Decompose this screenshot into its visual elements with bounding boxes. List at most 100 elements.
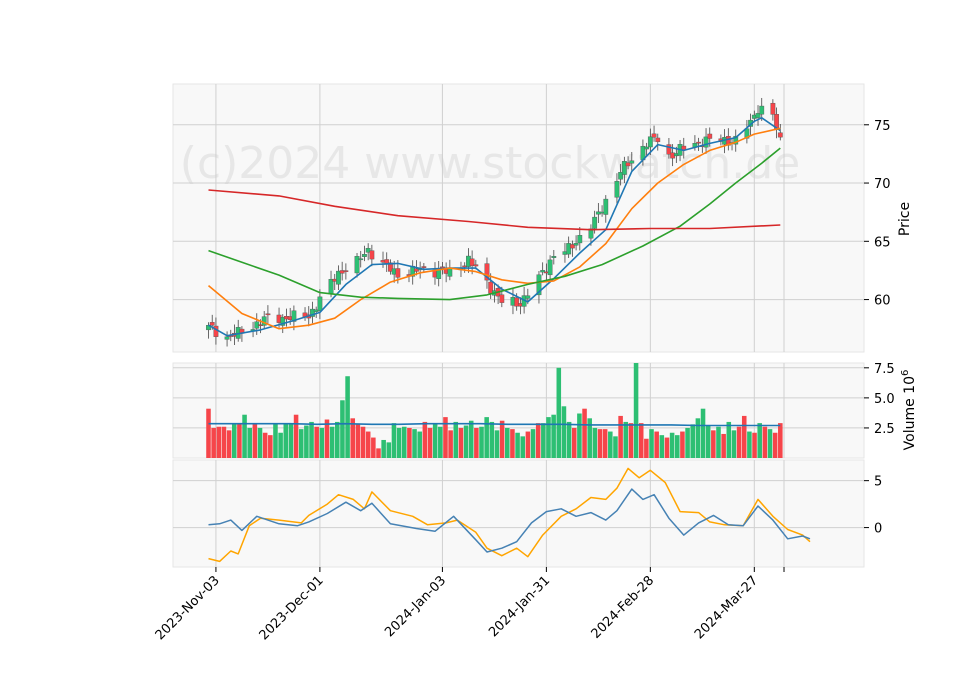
- volume-bar: [448, 430, 453, 458]
- volume-bar: [510, 429, 515, 458]
- volume-bar: [401, 426, 407, 458]
- candle-body: [291, 310, 297, 322]
- volume-bar: [237, 423, 242, 458]
- volume-bar: [752, 432, 757, 458]
- price-panel: [172, 83, 865, 353]
- volume-bar: [221, 426, 227, 458]
- volume-bar: [515, 432, 520, 458]
- volume-bar: [278, 432, 283, 458]
- volume-bar: [262, 432, 268, 458]
- volume-bar: [247, 427, 252, 458]
- volume-bar: [747, 431, 752, 458]
- candle-body: [573, 243, 579, 246]
- volume-bar: [520, 436, 526, 458]
- volume-bar: [664, 437, 670, 458]
- volume-bar: [726, 421, 732, 458]
- candle-body: [473, 264, 479, 267]
- volume-bar: [335, 421, 340, 458]
- volume-bar: [298, 429, 304, 458]
- oscillator-tick-label: 0: [874, 522, 882, 537]
- volume-bar: [391, 423, 397, 458]
- candle-body: [733, 135, 739, 145]
- volume-bar: [438, 426, 443, 458]
- volume-bar: [654, 431, 659, 458]
- volume-bar: [561, 406, 567, 458]
- volume-axis-label: Volume 106: [900, 370, 918, 451]
- candle-body: [343, 270, 349, 272]
- candle-body: [655, 137, 661, 143]
- volume-bar: [463, 425, 469, 458]
- volume-tick-label: 2.5: [874, 422, 895, 437]
- volume-bar: [381, 439, 386, 458]
- volume-bar: [396, 427, 402, 458]
- candle-body: [618, 172, 624, 180]
- candle-body: [577, 235, 583, 244]
- x-tick-label: 2023-Dec-01: [257, 573, 327, 643]
- volume-bar: [340, 400, 345, 458]
- candle-body: [388, 262, 393, 272]
- volume-bar: [324, 419, 330, 458]
- candle-body: [362, 254, 367, 257]
- volume-bar: [474, 427, 479, 458]
- volume-bar: [468, 420, 474, 458]
- volume-bar: [309, 421, 314, 458]
- volume-bar: [772, 432, 778, 458]
- volume-bar: [566, 421, 572, 458]
- volume-bar: [499, 420, 505, 458]
- volume-bar: [355, 424, 361, 458]
- volume-bar: [705, 425, 711, 458]
- volume-bar: [417, 431, 422, 458]
- x-tick-label: 2024-Mar-27: [692, 573, 761, 642]
- oscillator-tick-label: 5: [874, 475, 882, 490]
- candle-body: [621, 160, 627, 175]
- volume-bar: [458, 427, 464, 458]
- candle-body: [651, 133, 657, 138]
- volume-average-line: [208, 422, 781, 427]
- volume-bar: [273, 424, 278, 458]
- volume-bar: [226, 430, 232, 458]
- volume-bar: [479, 426, 484, 458]
- volume-bar: [608, 431, 613, 458]
- volume-bar: [613, 436, 618, 458]
- candle-body: [358, 258, 364, 261]
- candle-body: [209, 322, 215, 326]
- volume-bar: [551, 414, 556, 458]
- volume-bar: [314, 426, 319, 458]
- volume-bar: [762, 426, 768, 458]
- oscillator-lines: [208, 467, 811, 563]
- volume-bar: [407, 427, 412, 458]
- x-tick-label: 2024-Feb-28: [589, 573, 658, 642]
- candle-body: [265, 313, 271, 316]
- candle-body: [447, 268, 453, 277]
- candle-body: [551, 256, 557, 258]
- price-tick-label: 70: [874, 177, 891, 192]
- candle-body: [414, 268, 419, 272]
- volume-bar: [577, 413, 582, 458]
- oscillator-line-1: [208, 467, 811, 563]
- volume-bar: [206, 408, 211, 458]
- volume-bar: [304, 425, 309, 458]
- volume-bar: [329, 426, 335, 458]
- volume-bar: [695, 418, 701, 458]
- candle-body: [569, 244, 575, 249]
- volume-bar: [767, 429, 773, 458]
- candle-body: [547, 259, 553, 276]
- ma-line-2: [207, 127, 781, 330]
- volume-bar: [638, 423, 644, 458]
- volume-bar: [716, 426, 721, 458]
- candle-body: [703, 136, 709, 148]
- volume-bar: [268, 435, 273, 458]
- candle-body: [514, 297, 520, 307]
- candlesticks: [206, 97, 783, 347]
- volume-bar: [690, 424, 696, 458]
- candle-body: [592, 216, 598, 229]
- volume-bar: [535, 423, 541, 458]
- volume-bar: [680, 431, 685, 458]
- volume-bar: [288, 423, 294, 458]
- candle-body: [395, 268, 401, 278]
- candle-body: [588, 228, 594, 239]
- volume-bar: [778, 423, 783, 458]
- candle-body: [629, 160, 635, 164]
- volume-bar: [211, 427, 216, 458]
